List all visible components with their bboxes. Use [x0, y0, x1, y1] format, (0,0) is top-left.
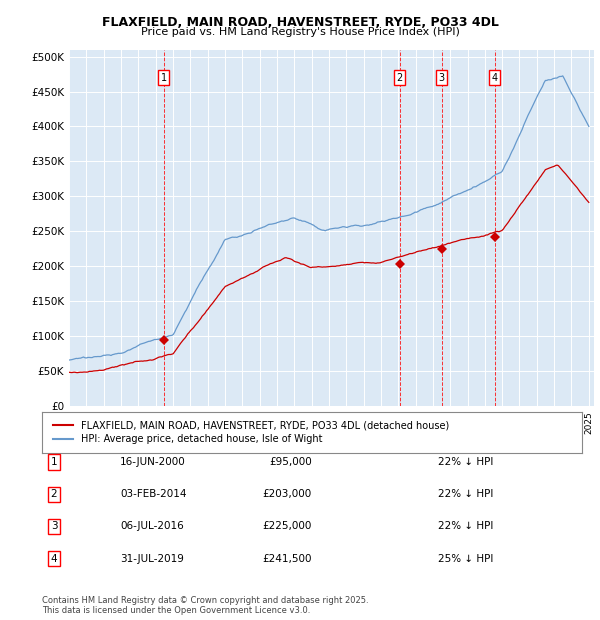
Text: £225,000: £225,000 — [263, 521, 312, 531]
Text: Price paid vs. HM Land Registry's House Price Index (HPI): Price paid vs. HM Land Registry's House … — [140, 27, 460, 37]
Text: £241,500: £241,500 — [263, 554, 312, 564]
Text: 3: 3 — [439, 73, 445, 82]
Text: 4: 4 — [492, 73, 498, 82]
Text: 1: 1 — [161, 73, 167, 82]
Text: £95,000: £95,000 — [269, 457, 312, 467]
Text: Contains HM Land Registry data © Crown copyright and database right 2025.
This d: Contains HM Land Registry data © Crown c… — [42, 596, 368, 615]
Text: 22% ↓ HPI: 22% ↓ HPI — [438, 457, 493, 467]
Text: 1: 1 — [50, 457, 58, 467]
Text: 16-JUN-2000: 16-JUN-2000 — [120, 457, 186, 467]
Text: 06-JUL-2016: 06-JUL-2016 — [120, 521, 184, 531]
Text: 22% ↓ HPI: 22% ↓ HPI — [438, 489, 493, 499]
Text: 3: 3 — [50, 521, 58, 531]
Text: 2: 2 — [397, 73, 403, 82]
Text: 25% ↓ HPI: 25% ↓ HPI — [438, 554, 493, 564]
Legend: FLAXFIELD, MAIN ROAD, HAVENSTREET, RYDE, PO33 4DL (detached house), HPI: Average: FLAXFIELD, MAIN ROAD, HAVENSTREET, RYDE,… — [50, 417, 453, 448]
Text: £203,000: £203,000 — [263, 489, 312, 499]
Text: 22% ↓ HPI: 22% ↓ HPI — [438, 521, 493, 531]
Text: 2: 2 — [50, 489, 58, 499]
Text: 31-JUL-2019: 31-JUL-2019 — [120, 554, 184, 564]
Text: FLAXFIELD, MAIN ROAD, HAVENSTREET, RYDE, PO33 4DL: FLAXFIELD, MAIN ROAD, HAVENSTREET, RYDE,… — [101, 16, 499, 29]
Text: 4: 4 — [50, 554, 58, 564]
Text: 03-FEB-2014: 03-FEB-2014 — [120, 489, 187, 499]
